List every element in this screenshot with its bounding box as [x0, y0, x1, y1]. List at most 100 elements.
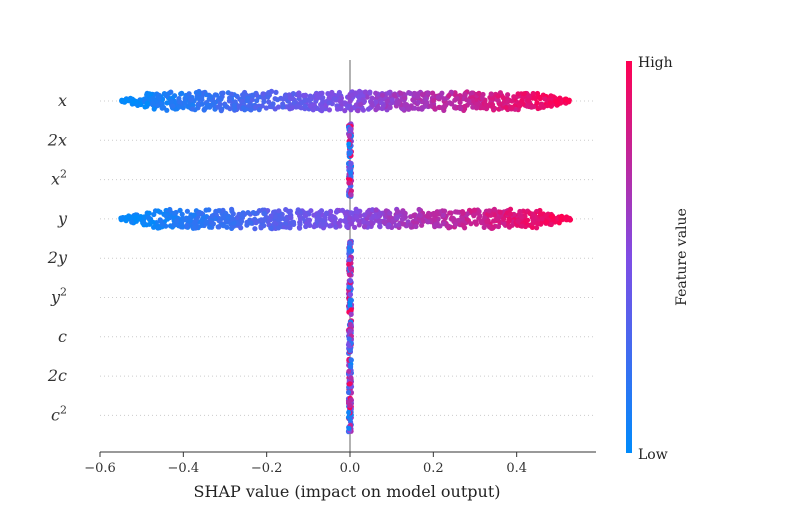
shap-point: [369, 207, 375, 213]
shap-point: [297, 209, 303, 215]
shap-point: [266, 99, 272, 105]
feature-label: x2: [51, 168, 67, 189]
shap-point: [190, 106, 196, 112]
shap-point: [412, 105, 418, 111]
shap-point: [179, 220, 185, 226]
shap-point: [442, 96, 448, 102]
shap-point: [479, 95, 485, 101]
shap-point: [218, 216, 224, 222]
shap-point: [345, 342, 352, 348]
shap-point: [204, 102, 210, 109]
shap-point: [119, 97, 125, 103]
shap-point: [182, 100, 188, 106]
shap-point: [537, 95, 543, 102]
shap-point: [346, 409, 352, 416]
shap-point: [225, 214, 231, 221]
shap-point: [419, 106, 425, 112]
shap-point: [177, 99, 183, 105]
shap-point: [375, 105, 381, 111]
shap-point: [352, 224, 358, 230]
shap-point: [231, 220, 237, 226]
shap-point: [141, 220, 147, 226]
shap-point: [267, 217, 273, 223]
shap-point: [348, 192, 354, 198]
shap-point: [486, 208, 492, 214]
shap-point: [276, 208, 282, 214]
feature-label: x: [58, 91, 67, 110]
feature-labels: x 2x x2 y 2y y2 c 2c c2: [47, 91, 68, 424]
shap-point: [534, 221, 541, 227]
shap-point: [530, 217, 536, 223]
shap-point: [509, 98, 515, 104]
x-tick-label: −0.6: [84, 461, 116, 476]
shap-point: [507, 206, 514, 212]
shap-point: [369, 102, 375, 108]
shap-point: [326, 100, 332, 106]
shap-point: [180, 105, 186, 111]
shap-point: [565, 215, 572, 221]
shap-point: [119, 215, 125, 221]
shap-point: [240, 105, 246, 111]
shap-point: [466, 98, 472, 104]
shap-point: [470, 104, 476, 110]
shap-point: [501, 216, 507, 222]
shap-point: [155, 225, 161, 231]
shap-point: [387, 210, 393, 216]
shap-point: [348, 375, 354, 381]
shap-point: [446, 93, 452, 99]
shap-point: [170, 103, 176, 109]
shap-point: [265, 94, 271, 100]
shap-point: [347, 240, 353, 246]
shap-point: [346, 151, 352, 157]
shap-point: [213, 208, 219, 214]
shap-point: [478, 218, 484, 224]
shap-point: [529, 224, 536, 230]
shap-point: [174, 218, 180, 224]
shap-point: [308, 208, 314, 214]
shap-point: [353, 214, 359, 220]
shap-point: [322, 214, 328, 220]
shap-point: [377, 223, 383, 229]
shap-point: [506, 218, 512, 224]
shap-point: [432, 223, 438, 229]
shap-point: [151, 211, 157, 218]
feature-label: 2c: [47, 366, 67, 385]
shap-point: [260, 91, 266, 97]
shap-point: [150, 100, 156, 106]
shap-point: [315, 212, 321, 218]
shap-point: [475, 101, 481, 107]
shap-point: [342, 100, 348, 106]
shap-point: [280, 96, 286, 102]
shap-point: [194, 95, 200, 101]
shap-point: [334, 106, 341, 112]
shap-point: [256, 208, 262, 214]
shap-point: [369, 95, 375, 101]
shap-point: [365, 220, 371, 226]
shap-point: [395, 208, 401, 214]
shap-point: [346, 368, 352, 374]
shap-point: [539, 216, 545, 222]
shap-point: [149, 96, 156, 102]
shap-point: [472, 219, 478, 225]
shap-point: [159, 105, 165, 111]
shap-point: [495, 93, 501, 99]
shap-point: [347, 417, 353, 423]
shap-point: [296, 93, 302, 99]
shap-point: [311, 212, 317, 218]
shap-point: [259, 103, 265, 109]
shap-point: [566, 97, 572, 103]
shap-point: [521, 91, 527, 97]
shap-point: [229, 91, 235, 97]
shap-point: [425, 219, 431, 225]
shap-point: [515, 218, 521, 224]
shap-point: [133, 99, 139, 105]
shap-point: [365, 209, 371, 215]
shap-point: [354, 210, 360, 216]
shap-point: [283, 207, 289, 213]
shap-point: [151, 224, 157, 230]
shap-point: [431, 98, 437, 104]
shap-point: [193, 217, 199, 223]
shap-point: [199, 217, 205, 223]
shap-point: [136, 215, 142, 221]
shap-point: [254, 92, 260, 98]
